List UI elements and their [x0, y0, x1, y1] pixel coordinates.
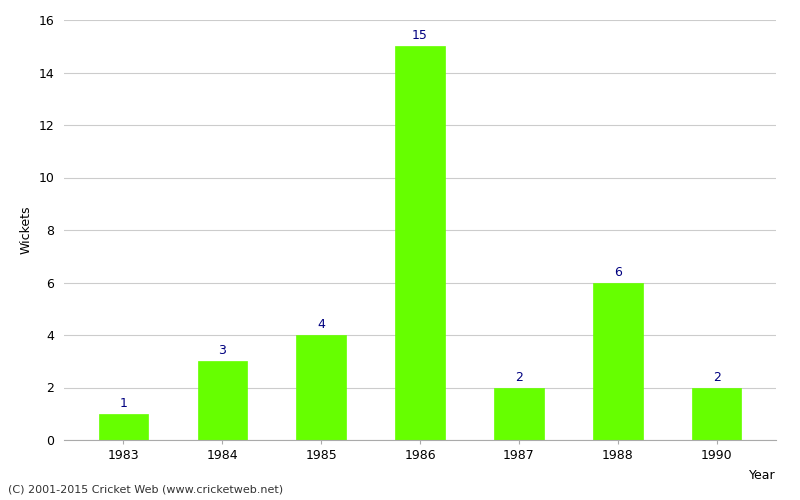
Bar: [692, 388, 742, 440]
Bar: [296, 335, 346, 440]
Text: 3: 3: [218, 344, 226, 358]
Y-axis label: Wickets: Wickets: [20, 206, 33, 254]
Bar: [593, 282, 642, 440]
Bar: [494, 388, 544, 440]
Text: 6: 6: [614, 266, 622, 278]
Text: 1: 1: [119, 397, 127, 410]
Text: 2: 2: [515, 370, 523, 384]
Text: 4: 4: [317, 318, 325, 331]
Bar: [198, 361, 247, 440]
Bar: [98, 414, 148, 440]
Text: (C) 2001-2015 Cricket Web (www.cricketweb.net): (C) 2001-2015 Cricket Web (www.cricketwe…: [8, 485, 283, 495]
Bar: [395, 46, 445, 440]
Text: 2: 2: [713, 370, 721, 384]
Text: 15: 15: [412, 30, 428, 43]
Text: Year: Year: [750, 470, 776, 482]
